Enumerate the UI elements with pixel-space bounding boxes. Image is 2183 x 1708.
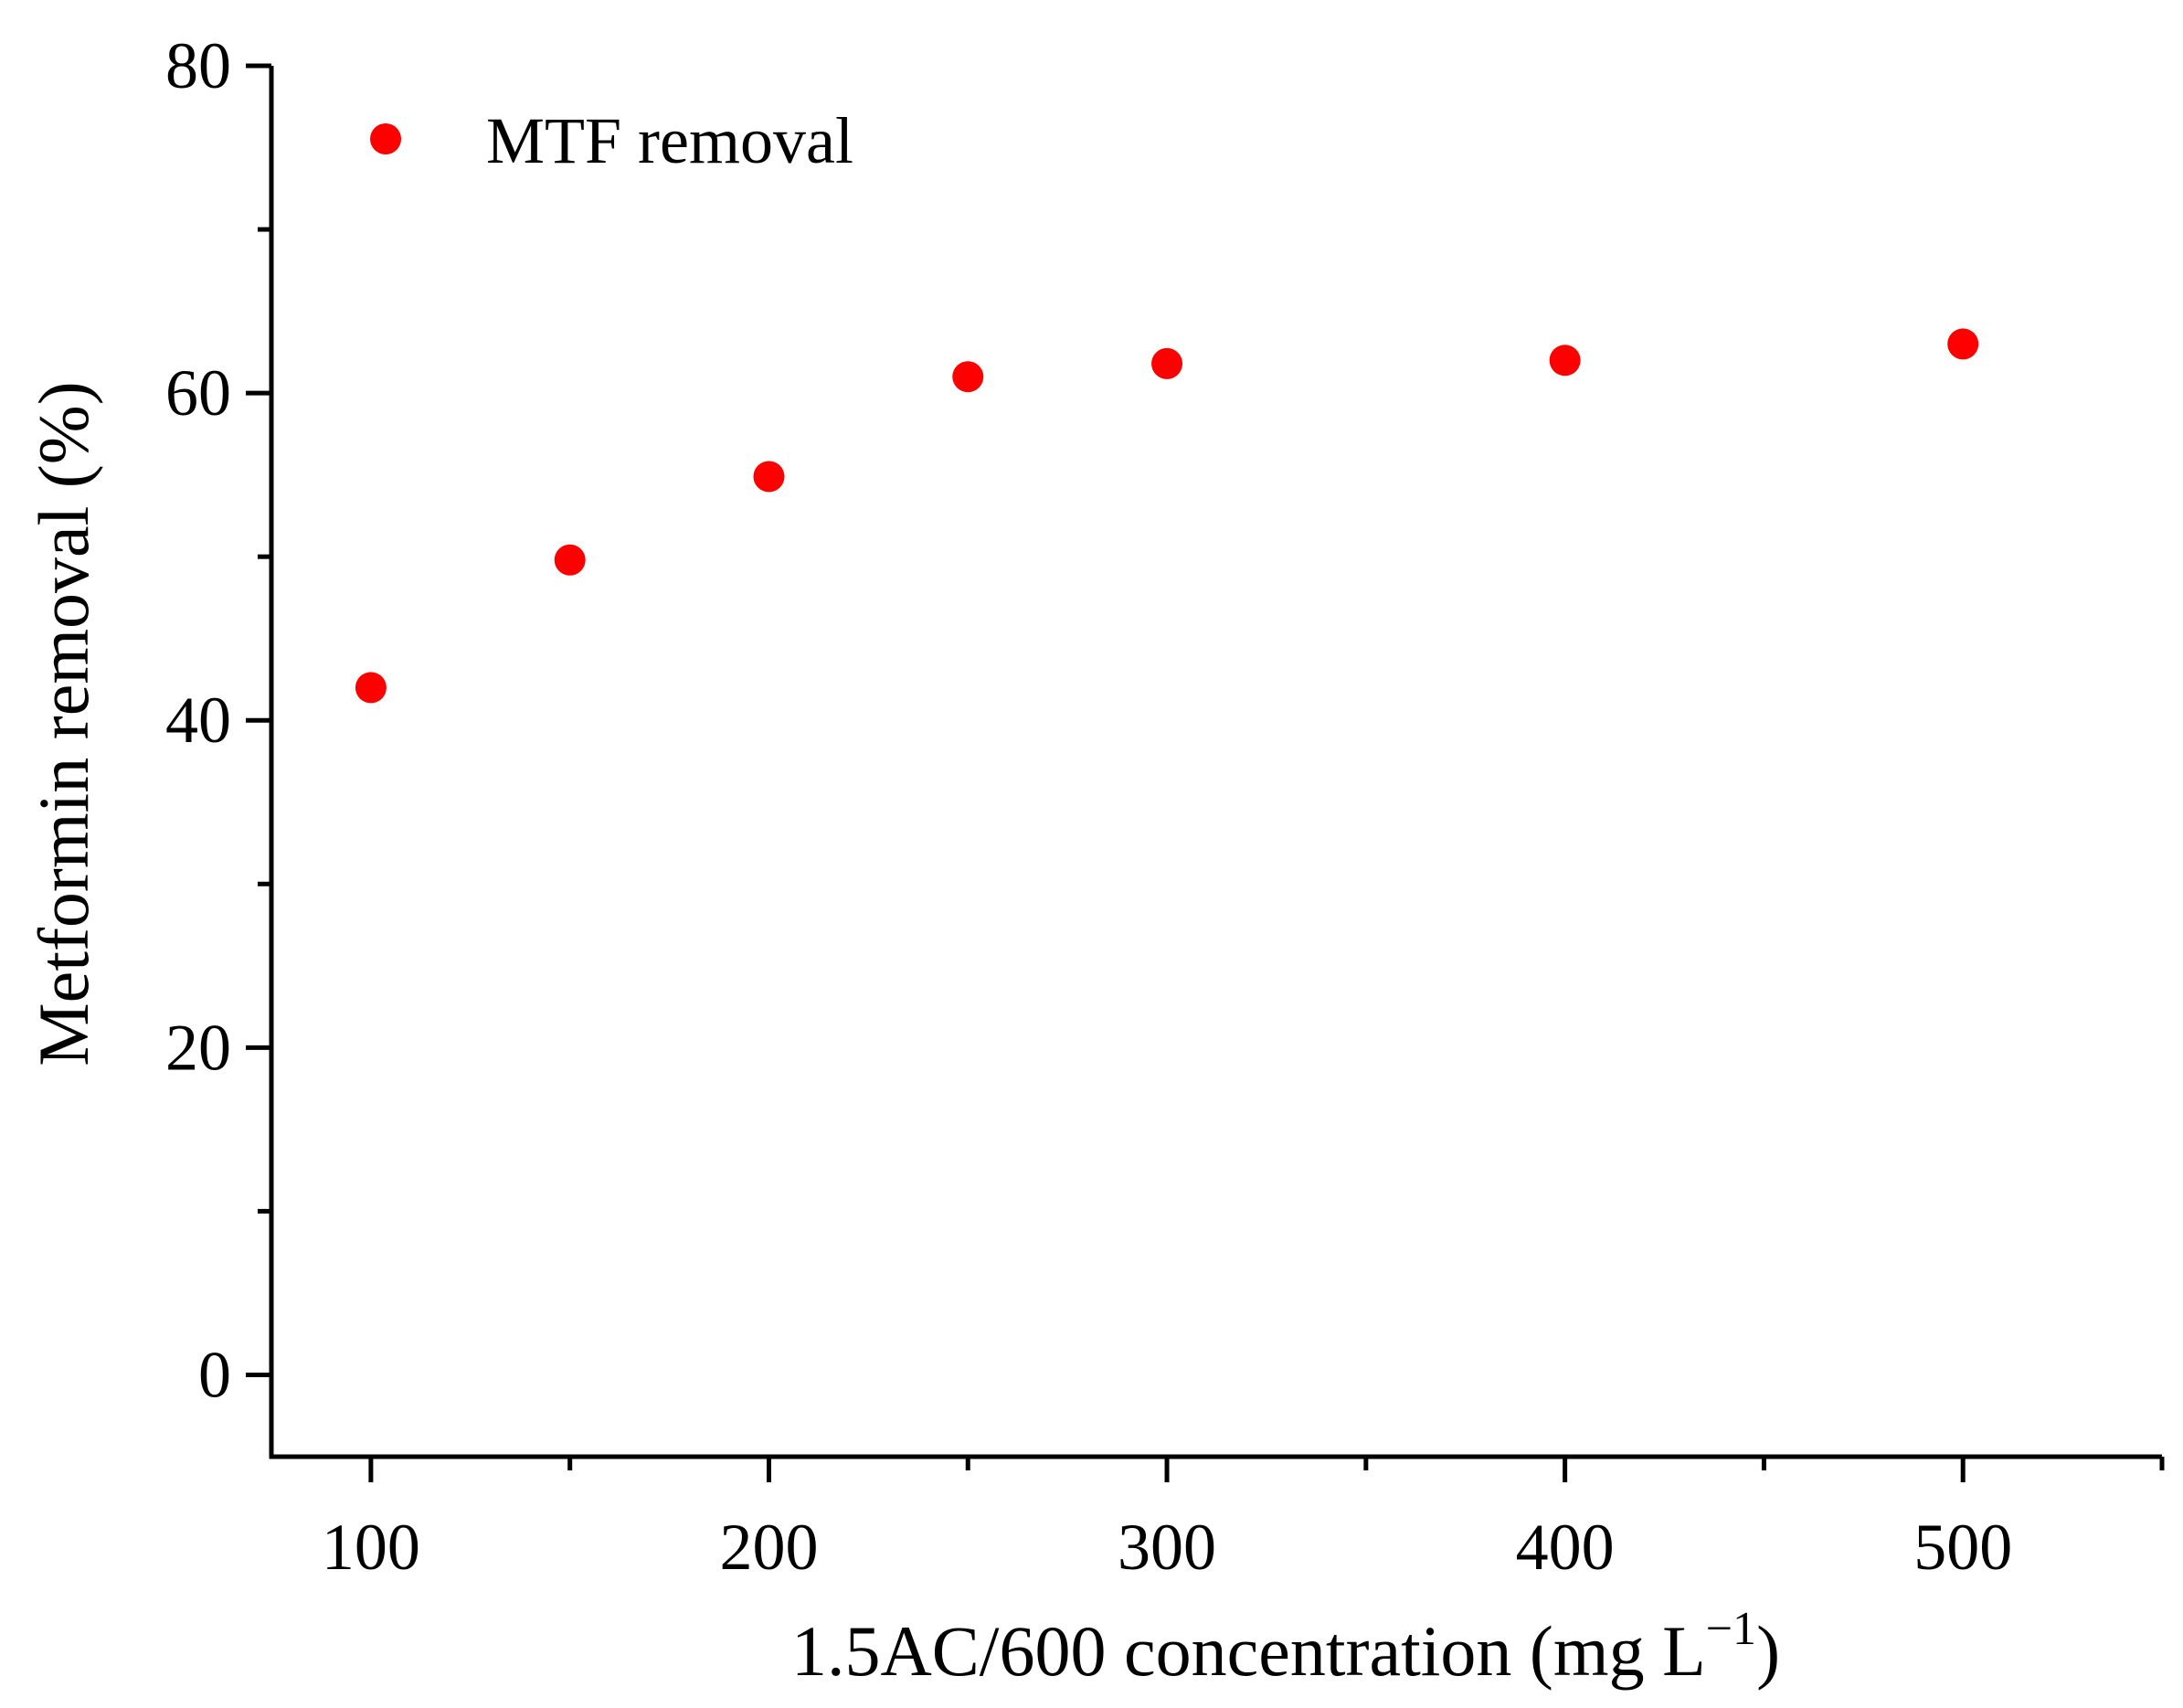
y-tick-label: 0 bbox=[198, 1338, 231, 1411]
x-axis-title-text: 1.5AC/600 concentration (mg L bbox=[791, 1611, 1706, 1691]
x-tick-label: 300 bbox=[1118, 1511, 1216, 1584]
y-tick-label: 80 bbox=[165, 29, 231, 102]
data-point bbox=[554, 544, 586, 576]
data-point bbox=[1549, 345, 1581, 377]
y-tick-label: 60 bbox=[165, 356, 231, 430]
x-tick-label: 200 bbox=[719, 1511, 818, 1584]
tick-labels: 0 20 40 60 80 100 200 300 400 500 bbox=[165, 29, 2012, 1584]
data-point bbox=[1151, 347, 1183, 379]
legend: MTF removal bbox=[370, 104, 853, 177]
data-point bbox=[753, 461, 785, 493]
x-axis-title-close: ) bbox=[1756, 1611, 1780, 1691]
x-tick-label: 400 bbox=[1516, 1511, 1615, 1584]
y-tick-label: 40 bbox=[165, 684, 231, 757]
data-point bbox=[952, 361, 984, 393]
x-axis-title: 1.5AC/600 concentration (mg L−1) bbox=[791, 1603, 1780, 1691]
data-point bbox=[1947, 328, 1979, 360]
x-tick-label: 500 bbox=[1913, 1511, 2012, 1584]
ticks bbox=[246, 63, 2165, 1482]
x-tick-label: 100 bbox=[322, 1511, 420, 1584]
x-axis-title-superscript: −1 bbox=[1706, 1603, 1756, 1655]
y-tick-label: 20 bbox=[165, 1011, 231, 1084]
data-points bbox=[355, 328, 1979, 704]
y-axis-title: Metformin removal (%) bbox=[24, 381, 103, 1066]
legend-label: MTF removal bbox=[486, 104, 853, 177]
data-point bbox=[355, 672, 387, 704]
legend-marker bbox=[370, 123, 401, 154]
axes bbox=[269, 66, 2162, 1459]
